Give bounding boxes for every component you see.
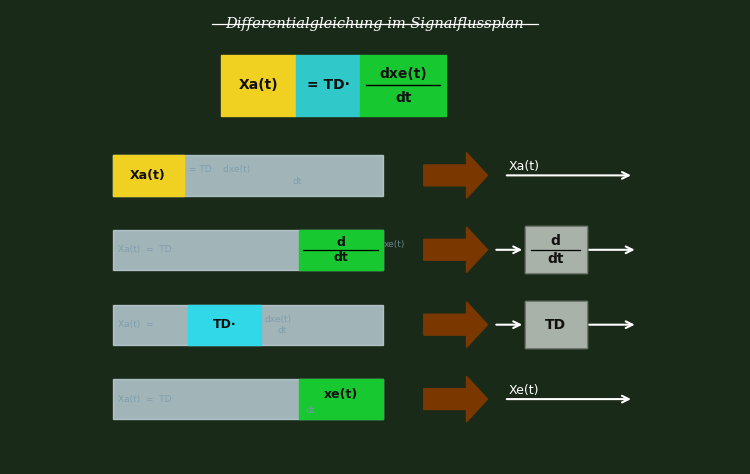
Text: Differentialgleichung im Signalflussplan: Differentialgleichung im Signalflussplan (226, 17, 524, 31)
Bar (298, 379, 382, 419)
Bar (112, 155, 382, 195)
Text: TD·: TD· (212, 318, 236, 331)
Polygon shape (424, 376, 488, 422)
Text: d: d (336, 236, 345, 249)
Text: dt: dt (292, 177, 302, 186)
Text: TD: TD (545, 318, 566, 332)
Text: dt: dt (306, 406, 315, 415)
Bar (296, 55, 360, 116)
Text: xe(t): xe(t) (323, 388, 358, 401)
Text: d: d (550, 234, 561, 248)
Text: dxe(t): dxe(t) (265, 315, 292, 323)
Bar (525, 301, 586, 348)
Text: dxe(t): dxe(t) (380, 67, 427, 81)
Text: Xe(t): Xe(t) (509, 384, 539, 397)
Bar (525, 226, 586, 273)
Bar (188, 304, 261, 345)
Text: Xa(t): Xa(t) (509, 160, 539, 173)
Bar (298, 230, 382, 270)
Text: Xa(t)  =  TD·: Xa(t) = TD· (118, 246, 174, 254)
Bar (360, 55, 446, 116)
Text: Xa(t)  =: Xa(t) = (118, 320, 153, 329)
Text: dt: dt (548, 252, 564, 266)
Polygon shape (424, 153, 488, 198)
Bar (112, 155, 184, 195)
Text: xe(t): xe(t) (384, 240, 405, 248)
Text: Xa(t): Xa(t) (130, 169, 166, 182)
Bar (525, 301, 586, 348)
Polygon shape (424, 227, 488, 273)
Bar (525, 226, 586, 273)
Text: dt: dt (333, 251, 348, 264)
Text: Xa(t): Xa(t) (239, 78, 278, 92)
Bar (112, 230, 382, 270)
Bar (221, 55, 296, 116)
Polygon shape (424, 302, 488, 347)
Bar (112, 379, 382, 419)
Text: = TD·: = TD· (307, 78, 350, 92)
Text: dt: dt (394, 91, 411, 105)
Text: Xa(t)  =  TD·: Xa(t) = TD· (118, 395, 174, 403)
Text: = TD·   dxe(t): = TD· dxe(t) (189, 165, 250, 174)
Bar (112, 304, 382, 345)
Text: dt: dt (278, 327, 286, 335)
